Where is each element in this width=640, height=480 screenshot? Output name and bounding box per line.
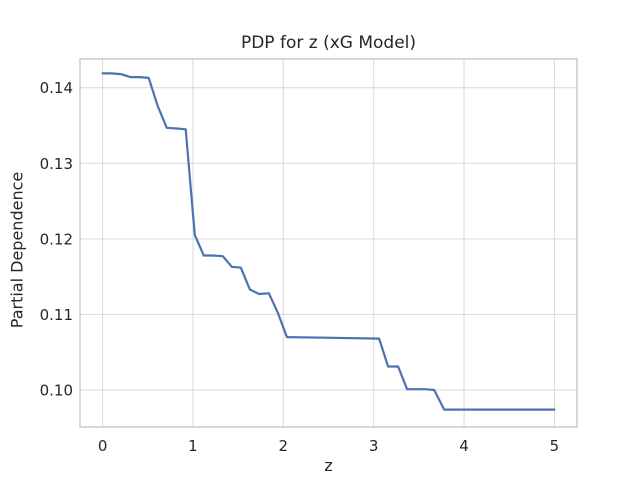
x-tick-label: 3 <box>369 437 379 455</box>
y-tick-label: 0.12 <box>40 230 73 248</box>
x-tick-label: 5 <box>550 437 560 455</box>
x-tick-label: 4 <box>459 437 469 455</box>
pdp-line <box>101 72 556 411</box>
chart-title: PDP for z (xG Model) <box>240 33 417 53</box>
y-tick-label: 0.11 <box>40 306 73 324</box>
y-tick-label: 0.14 <box>40 79 73 97</box>
x-tick-label: 1 <box>188 437 198 455</box>
x-axis-label: z <box>324 456 333 475</box>
x-tick-label: 0 <box>98 437 108 455</box>
y-tick-label: 0.10 <box>40 381 73 399</box>
y-tick-label: 0.13 <box>40 155 73 173</box>
x-tick-label: 2 <box>279 437 289 455</box>
plot-border <box>79 58 578 428</box>
